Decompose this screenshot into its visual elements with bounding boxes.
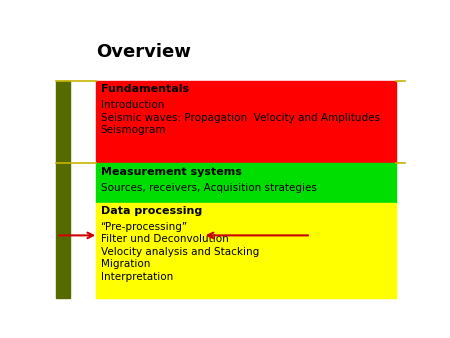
- Text: Velocity analysis and Stacking: Velocity analysis and Stacking: [100, 247, 259, 257]
- Text: Filter und Deconvolution: Filter und Deconvolution: [100, 234, 228, 244]
- Text: Introduction: Introduction: [100, 100, 164, 110]
- Bar: [96, 81, 396, 164]
- Text: Sources, receivers, Acquisition strategies: Sources, receivers, Acquisition strategi…: [100, 183, 316, 193]
- Text: Seismogram: Seismogram: [100, 125, 166, 135]
- Text: “Pre-processing”: “Pre-processing”: [100, 222, 188, 232]
- Text: Data processing: Data processing: [100, 206, 202, 216]
- Text: Fundamentals: Fundamentals: [100, 84, 189, 94]
- Text: Measurement systems: Measurement systems: [100, 167, 241, 176]
- Text: Interpretation: Interpretation: [100, 272, 173, 282]
- Text: Migration: Migration: [100, 259, 150, 269]
- Bar: [96, 202, 396, 298]
- Text: Overview: Overview: [96, 43, 191, 62]
- Text: Seismic waves: Propagation  Velocity and Amplitudes: Seismic waves: Propagation Velocity and …: [100, 113, 379, 123]
- Bar: [96, 164, 396, 202]
- Bar: [56, 81, 69, 298]
